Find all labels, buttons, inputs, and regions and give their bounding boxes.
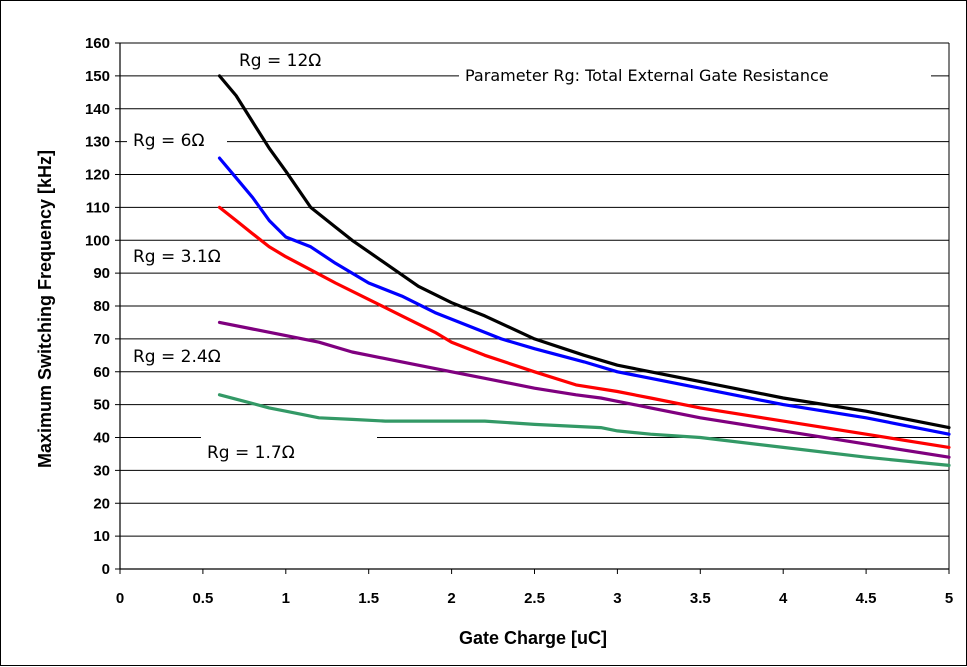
y-tick-label: 0 [102, 561, 110, 578]
x-tick-label: 4 [779, 590, 788, 607]
y-tick-label: 120 [85, 167, 110, 184]
y-tick-label: 150 [85, 68, 110, 85]
y-tick-label: 30 [93, 462, 110, 479]
axes: 0102030405060708090100110120130140150160… [85, 35, 953, 607]
y-tick-label: 10 [93, 528, 110, 545]
y-tick-label: 70 [93, 331, 110, 348]
y-tick-label: 140 [85, 101, 110, 118]
series-label: Rg = 3.1Ω [133, 247, 221, 267]
y-tick-label: 160 [85, 35, 110, 52]
y-tick-label: 80 [93, 298, 110, 315]
series-label-box [201, 437, 377, 467]
series-label-box [127, 125, 227, 155]
series-line-0 [217, 74, 951, 430]
x-tick-label: 3 [613, 590, 621, 607]
series-line-2 [217, 205, 951, 449]
series-label-box [127, 241, 257, 271]
y-tick-label: 40 [93, 430, 110, 447]
x-tick-label: 0.5 [192, 590, 213, 607]
y-tick-label: 50 [93, 397, 110, 414]
series-label-box [233, 45, 351, 75]
x-tick-label: 4.5 [856, 590, 877, 607]
annotations: Rg = 12Ω Rg = 6Ω Rg = 3.1Ω Rg = 2.4Ω Rg = 1.… [127, 45, 931, 467]
series-label: Rg = 12Ω [239, 51, 321, 71]
series-line-3 [217, 320, 951, 459]
x-tick-label: 2.5 [524, 590, 545, 607]
x-axis-title: Gate Charge [uC] [459, 628, 607, 648]
y-tick-label: 130 [85, 134, 110, 151]
x-tick-label: 1.5 [358, 590, 379, 607]
parameter-note: Parameter Rg: Total External Gate Resist… [465, 66, 829, 85]
series-line-4 [217, 393, 951, 467]
x-tick-label: 3.5 [690, 590, 711, 607]
x-tick-label: 2 [447, 590, 455, 607]
series-label: Rg = 6Ω [133, 131, 204, 151]
y-tick-label: 110 [86, 199, 110, 216]
series-label: Rg = 2.4Ω [133, 347, 221, 367]
y-tick-label: 90 [93, 265, 110, 282]
series-label-box [127, 341, 257, 371]
x-tick-label: 5 [945, 590, 953, 607]
data-series [217, 74, 951, 467]
note-box [459, 61, 931, 89]
series-label: Rg = 1.7Ω [207, 443, 295, 463]
y-tick-label: 20 [93, 495, 110, 512]
series-line-1 [217, 156, 951, 436]
x-tick-label: 0 [116, 590, 124, 607]
y-axis-title: Maximum Switching Frequency [kHz] [35, 150, 55, 468]
x-tick-label: 1 [282, 590, 290, 607]
y-tick-label: 60 [93, 364, 110, 381]
y-tick-label: 100 [85, 232, 110, 249]
